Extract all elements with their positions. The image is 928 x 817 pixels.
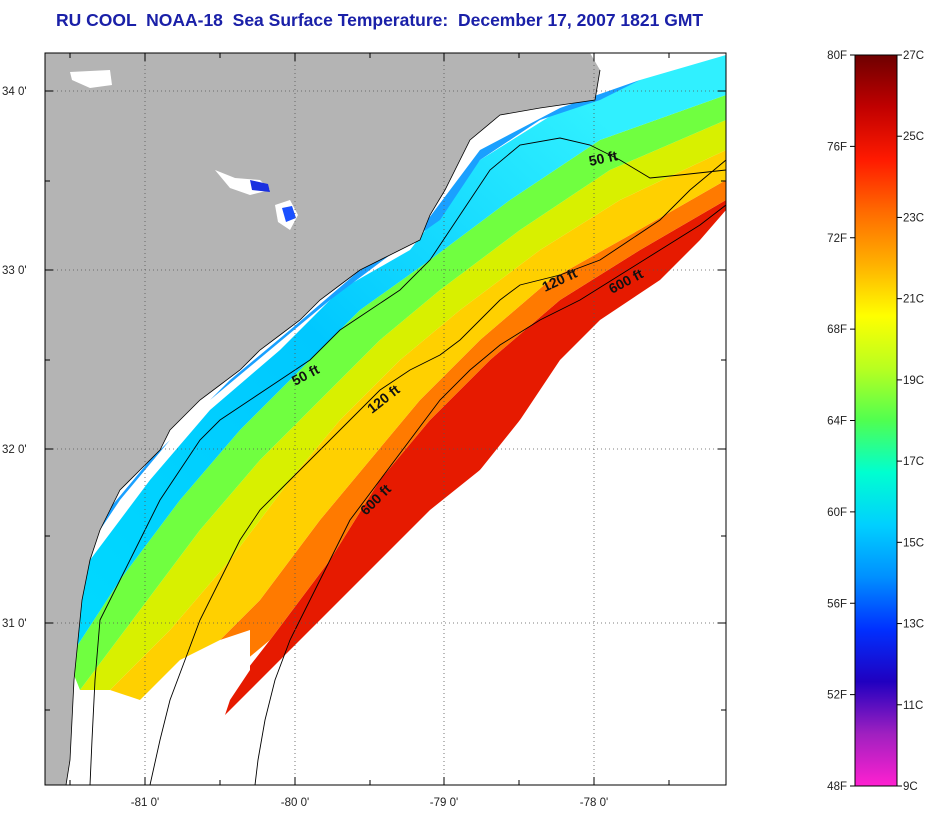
colorbar-gradient (854, 54, 898, 787)
axis-ticks (45, 53, 726, 785)
colorbar-label-f: 72F (827, 233, 847, 245)
colorbar-label-f: 48F (827, 781, 847, 793)
colorbar-label-f: 76F (827, 141, 847, 153)
colorbar-label-c: 11C (903, 700, 923, 712)
sst-band-red-offshore (200, 200, 726, 730)
colorbar-label-f: 80F (827, 50, 847, 62)
lat-label-32: 32 0' (2, 444, 27, 456)
colorbar-label-c: 19C (903, 375, 924, 387)
colorbar-label-c: 27C (903, 50, 924, 62)
inland-lake (250, 180, 270, 192)
colorbar-label-f: 60F (827, 507, 847, 519)
lat-label-31: 31 0' (2, 618, 27, 630)
sst-band-yellow (110, 150, 726, 700)
coastline (65, 69, 601, 785)
map-title: RU COOL NOAA-18 Sea Surface Temperature:… (56, 10, 704, 30)
inland-lake (282, 206, 296, 222)
colorbar-label-c: 21C (903, 294, 924, 306)
contour-600ft (254, 204, 726, 785)
lon-label-80: -80 0' (281, 797, 309, 809)
lat-label-34: 34 0' (2, 86, 27, 98)
lon-label-79: -79 0' (430, 797, 458, 809)
contour-120ft (149, 159, 726, 785)
colorbar-label-c: 23C (903, 212, 924, 224)
lon-label-81: -81 0' (131, 797, 159, 809)
land-mass (45, 53, 600, 785)
colorbar-label-c: 25C (903, 131, 924, 143)
colorbar-label-f: 68F (827, 324, 847, 336)
colorbar-label-f: 56F (827, 598, 847, 610)
inland-lake (70, 70, 112, 88)
contour-label-50ft-north: 50 ft (587, 147, 619, 169)
lon-label-78: -78 0' (580, 797, 608, 809)
colorbar-label-c: 13C (903, 619, 924, 631)
colorbar-label-c: 17C (903, 456, 924, 468)
contour-50ft (89, 137, 726, 785)
colorbar-labels: 80F 76F 72F 68F 64F 60F 56F 52F 48F 27C 25C 23C 21C 1… (827, 50, 924, 793)
map-frame (44, 52, 727, 786)
cloud-no-data-southwest (100, 630, 250, 785)
colorbar-label-c: 9C (903, 781, 918, 793)
colorbar-label-f: 64F (827, 416, 847, 428)
sst-band-orange (200, 180, 726, 690)
colorbar-ticks (850, 54, 902, 787)
sst-band-cyan (60, 55, 726, 660)
cloud-no-data-region (260, 230, 726, 785)
colorbar-label-f: 52F (827, 690, 847, 702)
lat-label-33: 33 0' (2, 265, 27, 277)
colorbar-label-c: 15C (903, 537, 924, 549)
graticule (45, 53, 726, 785)
